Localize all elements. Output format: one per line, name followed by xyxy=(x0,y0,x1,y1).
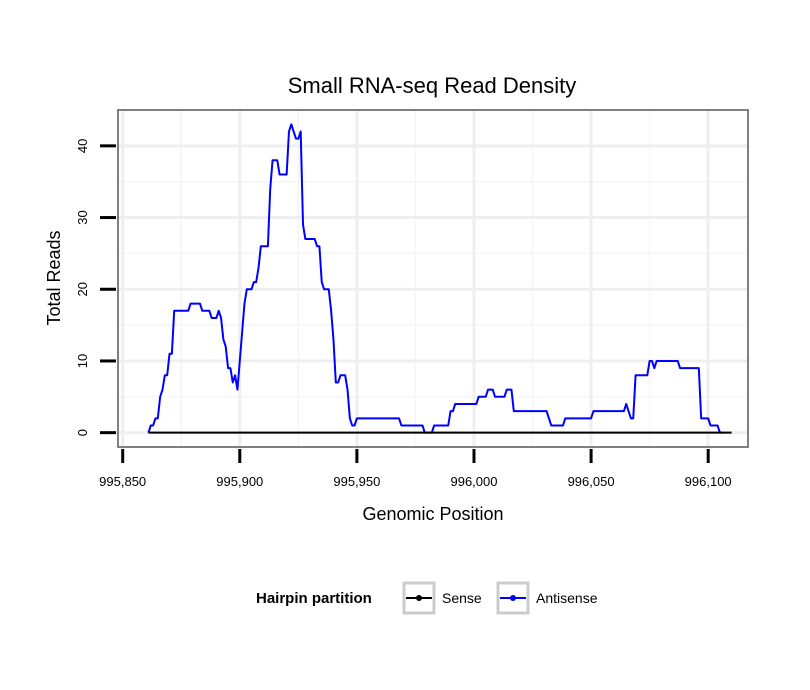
x-tick-label: 995,850 xyxy=(99,474,146,489)
legend-point-sense xyxy=(416,595,422,601)
x-tick-label: 995,900 xyxy=(216,474,263,489)
chart-title: Small RNA-seq Read Density xyxy=(288,73,577,98)
y-axis: 0 10 20 30 40 xyxy=(75,139,116,436)
legend-point-antisense xyxy=(510,595,516,601)
plot-background xyxy=(118,110,748,447)
x-axis-title: Genomic Position xyxy=(362,504,503,524)
legend-title: Hairpin partition xyxy=(256,590,372,607)
x-tick-label: 995,950 xyxy=(333,474,380,489)
legend: Hairpin partition Sense Antisense xyxy=(256,581,598,615)
x-tick-label: 996,000 xyxy=(450,474,497,489)
legend-label-antisense: Antisense xyxy=(536,590,598,606)
gridlines xyxy=(118,110,748,447)
y-tick-label: 30 xyxy=(75,210,90,224)
legend-label-sense: Sense xyxy=(442,590,482,606)
x-tick-label: 996,100 xyxy=(685,474,732,489)
legend-item-sense: Sense xyxy=(402,581,482,615)
series-line-antisense xyxy=(147,123,723,434)
y-axis-title: Total Reads xyxy=(44,230,64,325)
y-tick-label: 20 xyxy=(75,282,90,296)
y-tick-label: 40 xyxy=(75,139,90,153)
x-tick-label: 996,050 xyxy=(568,474,615,489)
legend-item-antisense: Antisense xyxy=(496,581,598,615)
plot-border xyxy=(117,109,749,448)
plot-area xyxy=(117,109,749,448)
x-axis: 995,850 995,900 995,950 996,000 996,050 996,1… xyxy=(99,449,732,489)
y-tick-label: 10 xyxy=(75,354,90,368)
series-lines xyxy=(147,123,732,434)
y-tick-label: 0 xyxy=(75,429,90,436)
